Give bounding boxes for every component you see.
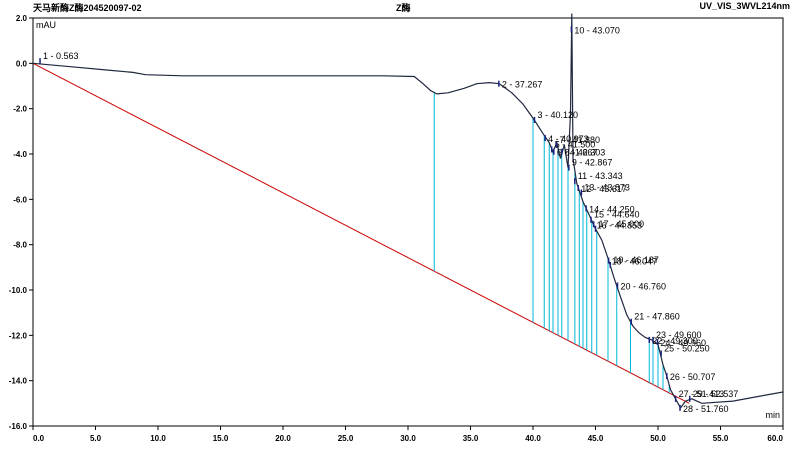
x-tick-label: 25.0 <box>338 434 354 443</box>
y-tick-label: -14.0 <box>9 377 28 386</box>
y-tick-label: -6.0 <box>13 195 27 204</box>
y-tick-label: 0.0 <box>16 59 28 68</box>
chart-title: Z酶 <box>396 3 411 13</box>
x-tick-label: 35.0 <box>463 434 479 443</box>
peak-label: 29 - 52.537 <box>693 389 739 399</box>
x-tick-label: 15.0 <box>213 434 229 443</box>
peak-label: 18 - 46.047 <box>612 257 658 267</box>
peak-label: 16 - 44.853 <box>597 220 643 230</box>
x-tick-label: 60.0 <box>767 434 783 443</box>
peak-label: 6 - 41.667 <box>557 148 598 158</box>
y-tick-label: -10.0 <box>9 286 28 295</box>
peak-label: 4 - 40.973 <box>548 134 589 144</box>
peak-label: 26 - 50.707 <box>670 372 716 382</box>
peak-label: 9 - 42.867 <box>572 158 613 168</box>
detector-channel: UV_VIS_3WVL214nm <box>699 1 790 11</box>
peak-label: 13 - 43.873 <box>584 183 630 193</box>
x-tick-label: 30.0 <box>400 434 416 443</box>
peak-label: 17 - 45.000 <box>599 219 645 229</box>
y-tick-label: -12.0 <box>9 331 28 340</box>
peak-label: 27 - 51.413 <box>679 389 725 399</box>
peak-label: 2 - 37.267 <box>502 80 543 90</box>
peak-label: 11 - 43.343 <box>578 171 623 181</box>
peak-label: 22 - 49.300 <box>652 336 698 346</box>
peak-label: 19 - 46.187 <box>613 255 659 265</box>
peak-label: 20 - 46.760 <box>621 281 667 291</box>
x-tick-label: 50.0 <box>650 434 666 443</box>
peak-label: 23 - 49.600 <box>656 330 702 340</box>
x-tick-label: 40.0 <box>525 434 541 443</box>
peak-label: 8 - 42.303 <box>565 148 606 158</box>
y-axis-label: mAU <box>36 20 56 30</box>
x-tick-label: 45.0 <box>588 434 604 443</box>
chromatogram-header: 天马新酶Z酶204520097-02 Z酶 UV_VIS_3WVL214nm <box>0 0 800 14</box>
peak-label: 28 - 51.760 <box>683 404 729 414</box>
peak-label: 10 - 43.070 <box>574 25 620 35</box>
baseline-line <box>32 62 690 404</box>
peak-label: 25 - 50.250 <box>664 343 710 353</box>
x-tick-label: 20.0 <box>275 434 291 443</box>
peak-label: 24 - 49.960 <box>661 338 707 348</box>
x-axis-label: min <box>765 410 780 420</box>
peak-label: 3 - 40.120 <box>538 110 579 120</box>
y-tick-label: -16.0 <box>9 422 28 431</box>
peak-label: 1 - 0.563 <box>43 51 79 61</box>
x-tick-label: 5.0 <box>90 434 102 443</box>
peak-label: 7 - 41.880 <box>560 135 601 145</box>
peak-label: 14 - 44.250 <box>589 204 635 214</box>
peak-label: 5 - 41.500 <box>555 139 596 149</box>
sample-name: 天马新酶Z酶204520097-02 <box>33 3 142 13</box>
y-tick-label: 2.0 <box>16 14 28 23</box>
y-tick-label: -4.0 <box>13 150 27 159</box>
x-tick-label: 0.0 <box>33 434 45 443</box>
peak-label: 21 - 47.860 <box>634 312 680 322</box>
peak-label: 12 - 43.617 <box>581 184 627 194</box>
peak-label: 15 - 44.640 <box>594 210 640 220</box>
y-tick-label: -8.0 <box>13 241 27 250</box>
x-tick-label: 55.0 <box>713 434 729 443</box>
y-tick-label: -2.0 <box>13 105 27 114</box>
plot-frame <box>32 17 784 427</box>
x-tick-label: 10.0 <box>150 434 166 443</box>
